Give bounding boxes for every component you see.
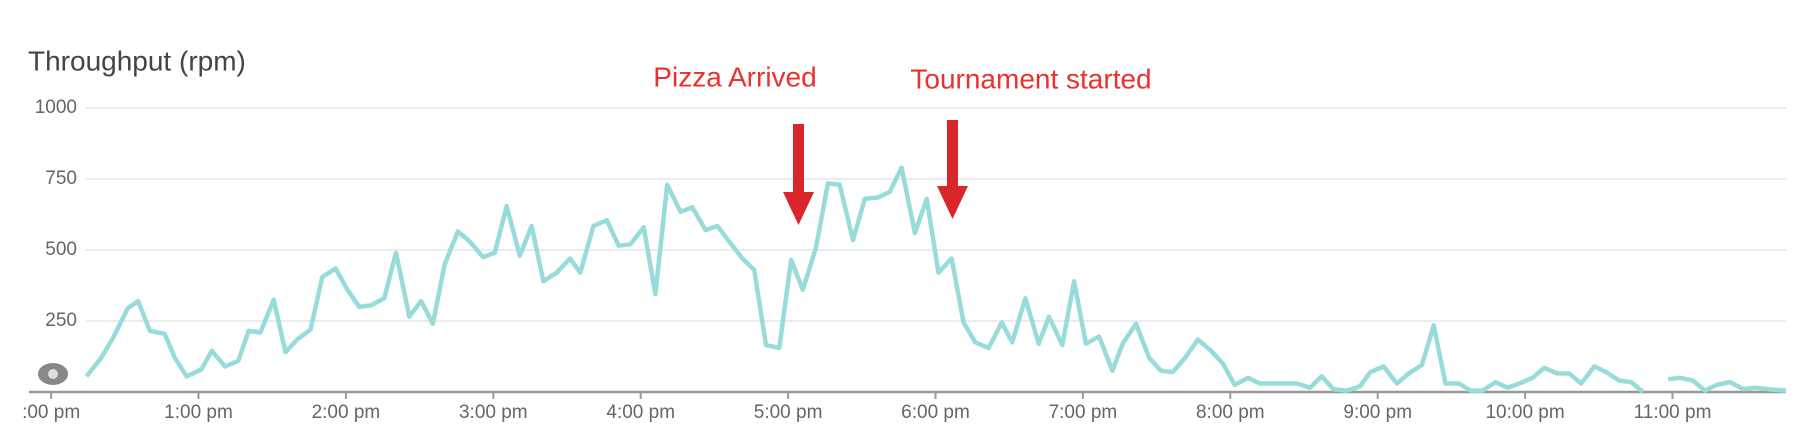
x-tick-label: 1:00 pm: [164, 402, 233, 423]
marker-icon-dot: [48, 369, 58, 379]
y-tick-label: 1000: [35, 97, 77, 118]
x-tick-label: 11:00 pm: [1634, 402, 1712, 423]
x-tick-label: :00 pm: [22, 402, 80, 423]
plot: [84, 165, 1787, 394]
line: [84, 165, 1787, 394]
x-tick-label: 3:00 pm: [459, 402, 528, 423]
y-tick-label: 250: [45, 310, 77, 331]
chart-title: Throughput (rpm): [28, 45, 246, 76]
arrow-head: [783, 192, 814, 225]
x-tick-label: 9:00 pm: [1343, 402, 1412, 423]
x-tick-label: 10:00 pm: [1485, 402, 1564, 423]
x-tick-label: 2:00 pm: [312, 402, 381, 423]
arrow-shaft: [793, 124, 804, 194]
annotation: Pizza Arrived: [653, 61, 816, 92]
y-tick-label: 500: [45, 239, 77, 260]
grid: 250 500 750 1000 :00 pm 1:00 pm 2:00 pm 3:00 pm…: [22, 97, 1786, 423]
x-tick-label: 8:00 pm: [1196, 402, 1265, 423]
x-tick-label: 4:00 pm: [606, 402, 675, 423]
y-tick-label: 750: [45, 168, 77, 189]
x-tick-label: 6:00 pm: [901, 402, 970, 423]
annotation: Tournament started: [910, 63, 1151, 94]
x-tick-label: 7:00 pm: [1049, 402, 1118, 423]
x-tick-label: 5:00 pm: [754, 402, 823, 423]
arrow-shaft: [947, 120, 958, 188]
arrow-head: [937, 186, 968, 219]
